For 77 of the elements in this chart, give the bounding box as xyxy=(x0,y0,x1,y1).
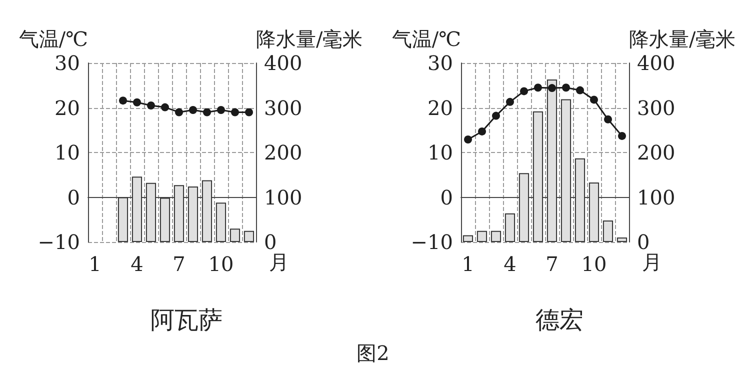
y-tick-label: −10 xyxy=(410,230,453,254)
text: 德宏 xyxy=(536,306,584,334)
y-axis-title: 气温/℃ xyxy=(392,27,461,51)
x-tick-label: 1 xyxy=(88,252,102,276)
point xyxy=(231,108,239,116)
y2-tick-label: 300 xyxy=(637,96,676,120)
text: 阿瓦萨 xyxy=(150,306,222,334)
point xyxy=(618,132,626,140)
y-tick-label: 20 xyxy=(428,96,453,120)
bar xyxy=(588,182,600,242)
point xyxy=(576,86,584,94)
bar xyxy=(476,230,488,242)
point xyxy=(217,106,225,114)
bar xyxy=(202,180,212,242)
y2-tick-label: 400 xyxy=(264,51,302,75)
bar xyxy=(174,185,184,242)
point xyxy=(203,108,211,116)
bar xyxy=(560,99,572,242)
point xyxy=(245,108,253,116)
point xyxy=(534,84,542,92)
point xyxy=(548,84,556,92)
y2-axis-title: 降水量/毫米 xyxy=(629,27,736,51)
x-tick-label: 1 xyxy=(462,252,474,276)
y-tick-label: 10 xyxy=(54,140,80,164)
bar xyxy=(616,238,628,242)
y-tick-label: 20 xyxy=(54,96,80,120)
y-tick-label: 30 xyxy=(428,51,453,75)
y-tick-label: 30 xyxy=(54,51,80,75)
x-tick-label: 10 xyxy=(208,252,234,276)
y2-tick-label: 200 xyxy=(637,140,676,164)
point xyxy=(478,127,486,136)
y-tick-label: −10 xyxy=(38,230,80,254)
x-tick-label: 4 xyxy=(504,252,516,276)
y2-axis-title: 降水量/毫米 xyxy=(256,27,363,51)
y2-tick-label: 300 xyxy=(264,96,302,120)
bar xyxy=(244,230,254,242)
bar xyxy=(188,186,198,242)
point xyxy=(147,102,155,110)
bar xyxy=(118,197,128,242)
y-tick-label: 0 xyxy=(67,185,80,210)
bar xyxy=(490,230,502,242)
bar xyxy=(546,80,558,242)
point xyxy=(189,106,197,114)
caption: 图2 xyxy=(356,340,390,367)
point xyxy=(520,87,528,96)
y2-tick-label: 100 xyxy=(264,185,302,210)
bar xyxy=(504,213,516,242)
bar xyxy=(574,158,586,242)
point xyxy=(604,115,612,124)
point xyxy=(590,96,598,104)
y-axis-title: 气温/℃ xyxy=(18,27,88,51)
bar xyxy=(230,228,240,242)
bar xyxy=(160,198,170,242)
bar xyxy=(532,111,544,242)
bar xyxy=(602,220,614,242)
point xyxy=(161,103,169,112)
y2-tick-label: 100 xyxy=(637,185,676,210)
point xyxy=(119,96,127,105)
bar xyxy=(146,182,156,242)
x-tick-label: 7 xyxy=(172,252,186,276)
point xyxy=(492,112,500,120)
bar xyxy=(132,176,142,242)
point xyxy=(133,98,141,106)
bar xyxy=(462,235,474,242)
bar xyxy=(518,173,530,242)
point xyxy=(175,108,183,116)
x-tick-label: 4 xyxy=(130,252,144,276)
x-tick-label: 10 xyxy=(581,252,607,276)
bar xyxy=(216,202,226,242)
y2-tick-label: 400 xyxy=(637,51,676,75)
x-tick-label: 7 xyxy=(546,252,558,276)
point xyxy=(464,136,472,144)
y-tick-label: 0 xyxy=(440,185,453,210)
y-tick-label: 10 xyxy=(428,140,453,164)
y2-tick-label: 200 xyxy=(264,140,302,164)
point xyxy=(506,98,514,106)
point xyxy=(562,84,570,92)
